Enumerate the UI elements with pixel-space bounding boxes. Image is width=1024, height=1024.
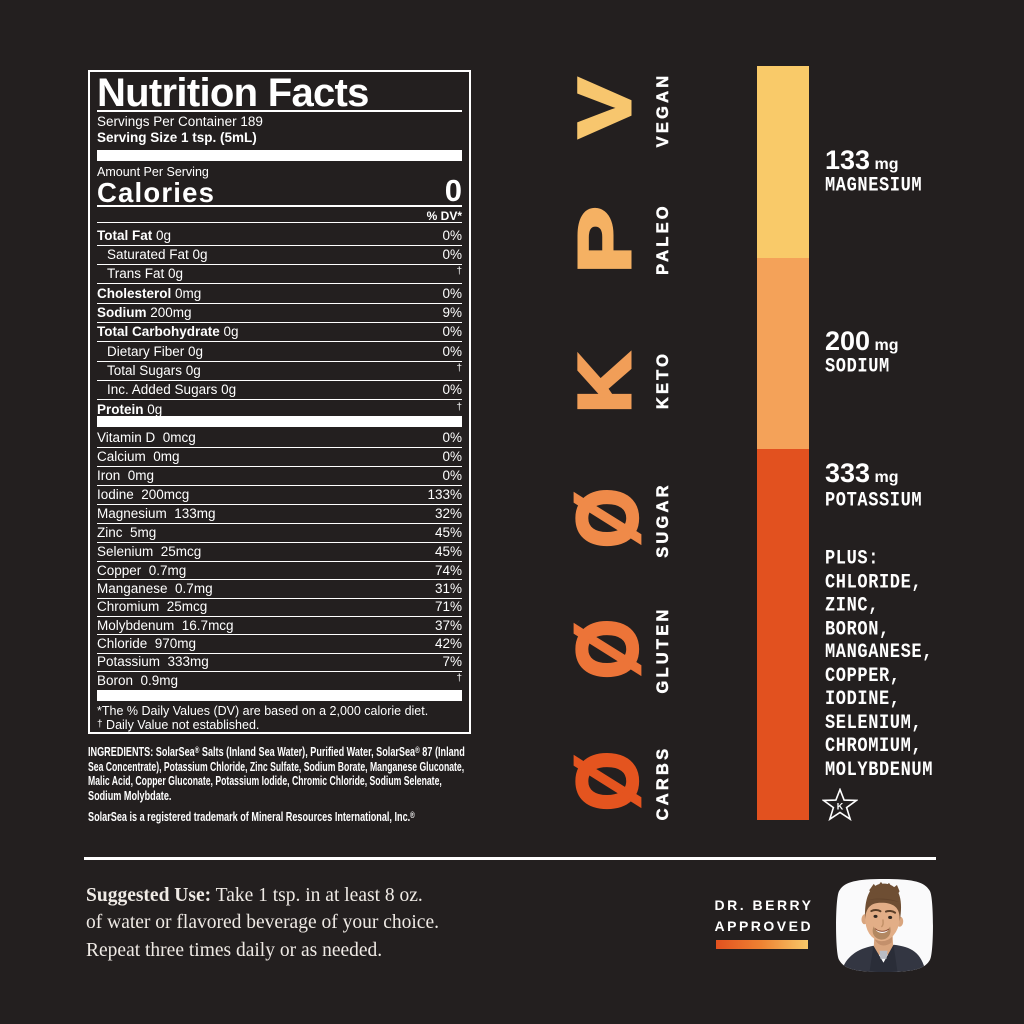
svg-text:K: K [837,802,844,812]
